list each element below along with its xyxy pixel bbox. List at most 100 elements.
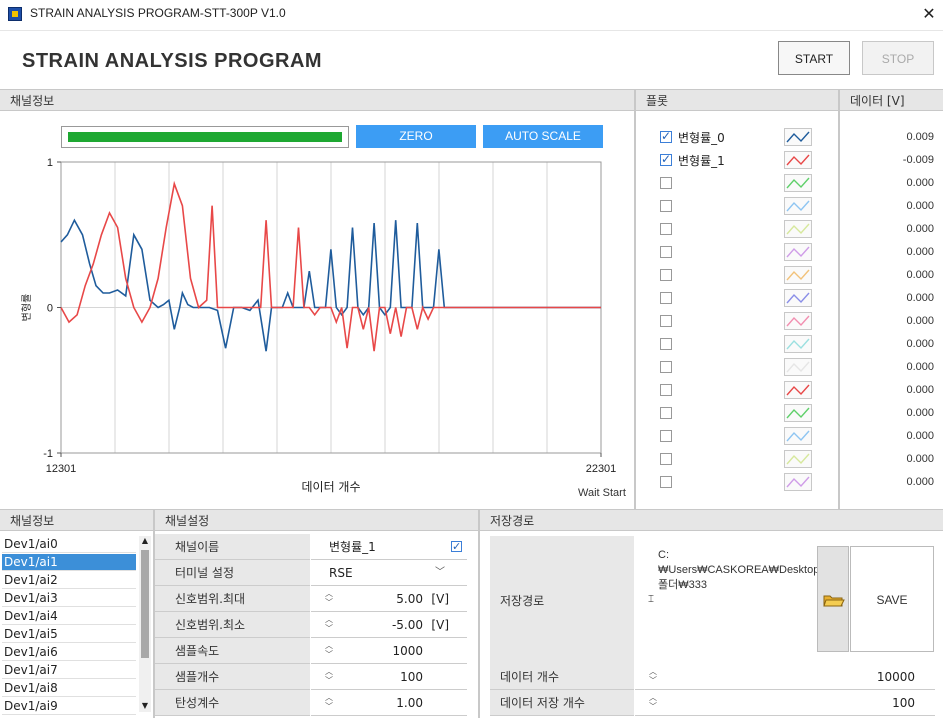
- line-style-swatch[interactable]: [784, 243, 812, 261]
- data-value: 0.000: [906, 246, 934, 258]
- auto-scale-button[interactable]: AUTO SCALE: [483, 125, 603, 148]
- setting-field[interactable]: ︿ ﹀ 5.00 [V]: [311, 586, 467, 612]
- data-value: 0.000: [906, 223, 934, 235]
- plot-checkbox[interactable]: [660, 338, 672, 350]
- folder-browse-button[interactable]: [817, 546, 849, 652]
- channel-list-scrollbar[interactable]: ▲ ▼: [139, 536, 151, 712]
- line-style-swatch[interactable]: [784, 335, 812, 353]
- cursor-icon: ⌶: [648, 594, 654, 605]
- channel-enable-checkbox[interactable]: ✓: [451, 540, 462, 553]
- spinner-icon[interactable]: ︿ ﹀: [325, 615, 333, 633]
- setting-field[interactable]: ︿ ﹀ -5.00 [V]: [311, 612, 467, 638]
- progress-fill: [68, 132, 342, 142]
- line-style-swatch[interactable]: [784, 151, 812, 169]
- scroll-down-icon[interactable]: ▼: [141, 701, 149, 710]
- plot-legend-row: [656, 265, 836, 288]
- plot-checkbox[interactable]: [660, 315, 672, 327]
- channel-list-item[interactable]: Dev1/ai1: [2, 554, 136, 571]
- spinner-icon[interactable]: ︿ ﹀: [325, 589, 333, 607]
- plot-checkbox[interactable]: [660, 292, 672, 304]
- save-count-field[interactable]: ︿ ﹀ 100: [635, 690, 935, 716]
- line-style-swatch[interactable]: [784, 128, 812, 146]
- status-text: Wait Start: [578, 487, 626, 499]
- save-button[interactable]: SAVE: [850, 546, 934, 652]
- spinner-icon[interactable]: ︿ ﹀: [325, 641, 333, 659]
- line-style-swatch[interactable]: [784, 427, 812, 445]
- plot-checkbox[interactable]: [660, 200, 672, 212]
- line-style-swatch[interactable]: [784, 312, 812, 330]
- line-style-swatch[interactable]: [784, 358, 812, 376]
- plot-checkbox[interactable]: [660, 152, 672, 166]
- plot-series-name: 변형률_1: [678, 154, 725, 168]
- channel-list-item[interactable]: Dev1/ai6: [2, 644, 136, 661]
- start-button[interactable]: START: [778, 41, 850, 75]
- channel-list-item[interactable]: Dev1/ai5: [2, 626, 136, 643]
- plot-checkbox[interactable]: [660, 361, 672, 373]
- plot-checkbox[interactable]: [660, 246, 672, 258]
- channel-list-item[interactable]: Dev1/ai2: [2, 572, 136, 589]
- plot-checkbox[interactable]: [660, 476, 672, 488]
- line-style-swatch[interactable]: [784, 381, 812, 399]
- save-path-text: C:₩Users₩CASKOREA₩Desktop₩새 폴더₩333: [658, 549, 840, 591]
- chevron-down-icon[interactable]: ﹀: [435, 567, 445, 578]
- plot-checkbox[interactable]: [660, 407, 672, 419]
- plot-legend-row: 변형률_0: [656, 127, 836, 150]
- zero-button[interactable]: ZERO: [356, 125, 476, 148]
- data-count-label: 데이터 개수: [490, 664, 634, 690]
- channel-list-item[interactable]: Dev1/ai7: [2, 662, 136, 679]
- setting-field[interactable]: ︿ ﹀ 1.00: [311, 690, 467, 716]
- divider: [838, 89, 840, 509]
- data-value: 0.000: [906, 476, 934, 488]
- plot-checkbox[interactable]: [660, 430, 672, 442]
- strain-chart[interactable]: 1 0 -1 12301 22301 데이터 개수 변형률: [0, 150, 634, 495]
- setting-field[interactable]: 변형률_1 ✓: [311, 534, 467, 560]
- line-style-swatch[interactable]: [784, 220, 812, 238]
- setting-field[interactable]: RSE ﹀: [311, 560, 467, 586]
- stop-button[interactable]: STOP: [862, 41, 934, 75]
- line-style-swatch[interactable]: [784, 197, 812, 215]
- channel-list-item[interactable]: Dev1/ai0: [2, 536, 136, 553]
- spinner-icon[interactable]: ︿ ﹀: [649, 693, 657, 711]
- setting-field[interactable]: ︿ ﹀ 100: [311, 664, 467, 690]
- data-value: 0.000: [906, 269, 934, 281]
- divider: [634, 89, 636, 509]
- channel-list-item[interactable]: Dev1/ai4: [2, 608, 136, 625]
- data-count-field[interactable]: ︿ ﹀ 10000: [635, 664, 935, 690]
- spinner-icon[interactable]: ︿ ﹀: [649, 667, 657, 685]
- plot-legend-row: [656, 426, 836, 449]
- save-path-field[interactable]: C:₩Users₩CASKOREA₩Desktop₩새 폴더₩333 ⌶: [634, 536, 840, 664]
- plot-checkbox[interactable]: [660, 453, 672, 465]
- plot-checkbox[interactable]: [660, 177, 672, 189]
- line-style-swatch[interactable]: [784, 450, 812, 468]
- channel-list[interactable]: Dev1/ai0 Dev1/ai1 Dev1/ai2 Dev1/ai3 Dev1/ai4…: [0, 534, 138, 718]
- spinner-icon[interactable]: ︿ ﹀: [325, 667, 333, 685]
- plot-legend-row: [656, 173, 836, 196]
- channel-info-list-header: 채널정보: [0, 509, 153, 531]
- plot-legend-row: [656, 403, 836, 426]
- save-count-value: 100: [892, 696, 915, 710]
- save-path-label: 저장경로: [500, 594, 545, 608]
- channel-list-item[interactable]: Dev1/ai8: [2, 680, 136, 697]
- setting-field[interactable]: ︿ ﹀ 1000: [311, 638, 467, 664]
- scroll-thumb[interactable]: [141, 550, 149, 658]
- line-style-swatch[interactable]: [784, 404, 812, 422]
- save-path-header: 저장경로: [480, 509, 943, 531]
- page-title: STRAIN ANALYSIS PROGRAM: [22, 50, 323, 72]
- plot-checkbox[interactable]: [660, 269, 672, 281]
- line-style-swatch[interactable]: [784, 473, 812, 491]
- scroll-up-icon[interactable]: ▲: [141, 536, 149, 545]
- line-style-swatch[interactable]: [784, 266, 812, 284]
- spinner-icon[interactable]: ︿ ﹀: [325, 693, 333, 711]
- line-style-swatch[interactable]: [784, 289, 812, 307]
- plot-checkbox[interactable]: [660, 384, 672, 396]
- plot-legend-row: [656, 288, 836, 311]
- channel-list-item[interactable]: Dev1/ai3: [2, 590, 136, 607]
- close-button[interactable]: ✕: [922, 4, 936, 23]
- channel-list-item[interactable]: Dev1/ai9: [2, 698, 136, 715]
- plot-checkbox[interactable]: [660, 129, 672, 143]
- plot-checkbox[interactable]: [660, 223, 672, 235]
- series-line-1: [60, 180, 601, 352]
- line-style-swatch[interactable]: [784, 174, 812, 192]
- data-value: 0.000: [906, 292, 934, 304]
- folder-icon: [823, 595, 845, 607]
